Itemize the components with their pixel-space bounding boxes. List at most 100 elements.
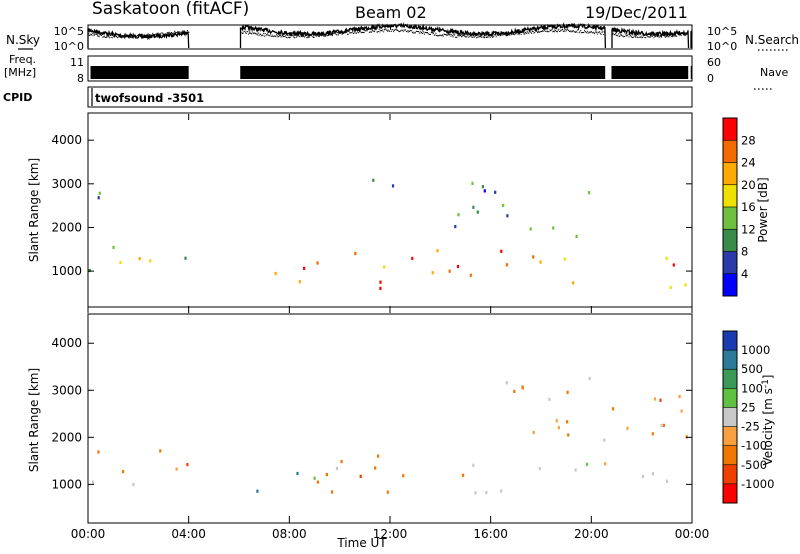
velocity-cell <box>132 483 135 487</box>
power-colorbar-swatch-7 <box>723 273 737 297</box>
frequency-segment-2 <box>611 66 689 79</box>
power-cell <box>431 271 434 275</box>
velocity-cell <box>296 471 299 476</box>
velocity-cell <box>557 426 560 430</box>
station-title: Saskatoon (fitACF) <box>92 0 249 19</box>
power-colorbar: 28 24 20 16 12 8 4 <box>722 117 756 297</box>
power-cell <box>138 257 141 261</box>
power-ytick-label-4000: 4000 <box>51 133 82 147</box>
power-cell <box>588 191 591 195</box>
velocity-cell <box>386 490 389 494</box>
velocity-cell <box>604 462 607 466</box>
frequency-segment-3 <box>690 66 692 79</box>
power-cell <box>552 226 555 230</box>
velocity-cell <box>555 419 558 423</box>
power-colorbar-swatch-3 <box>723 184 737 208</box>
power-colorbar-label: Power [dB] <box>756 177 770 242</box>
noise-ytick-left-top: 10^5 <box>54 25 84 38</box>
power-cell <box>563 257 566 261</box>
power-colorbar-swatch-5 <box>723 229 737 252</box>
time-axis-label: Time UT <box>336 536 387 550</box>
velocity-colorbar-swatch-1 <box>723 350 737 370</box>
velocity-data <box>91 376 688 495</box>
frequency-segment-0 <box>90 66 189 79</box>
power-cell <box>456 264 460 269</box>
power-cell <box>532 255 535 259</box>
power-cell <box>669 285 672 290</box>
velocity-colorbar-label-0: 1000 <box>741 343 770 357</box>
velocity-cell <box>612 407 615 411</box>
velocity-colorbar-label: Velocity [m s-1] <box>761 375 775 466</box>
power-cell <box>672 263 675 267</box>
velocity-cell <box>585 462 589 466</box>
power-cell <box>379 286 382 290</box>
velocity-colorbar-swatch-3 <box>723 388 737 408</box>
velocity-cell <box>359 474 362 478</box>
power-cell <box>448 269 451 273</box>
velocity-cell <box>680 409 683 413</box>
velocity-colorbar-swatch-8 <box>723 483 737 504</box>
velocity-cell <box>532 430 535 434</box>
velocity-colorbar-swatch-5 <box>723 426 737 447</box>
velocity-cell <box>548 397 551 401</box>
power-cell <box>494 190 497 194</box>
power-cell <box>665 256 668 260</box>
xtick-label-3: 12:00 <box>373 527 408 541</box>
velocity-cell <box>472 463 475 467</box>
frequency-segment-1 <box>240 66 606 79</box>
power-cell <box>436 249 439 253</box>
time-axis-ticks: 00:00 04:00 08:00 12:00 16:00 20:00 00:00 <box>71 114 709 541</box>
nsearch-label: N.Search <box>745 33 799 47</box>
velocity-cell <box>651 432 654 436</box>
nave-ytick-right-bottom: 0 <box>707 72 714 85</box>
power-colorbar-label-4: 12 <box>741 222 756 236</box>
power-colorbar-label-3: 16 <box>741 200 756 214</box>
velocity-colorbar-label-5: -100 <box>741 439 767 453</box>
velocity-cell <box>335 466 339 470</box>
power-cell <box>454 225 457 229</box>
velocity-cell <box>91 480 95 484</box>
date-label: 19/Dec/2011 <box>585 3 688 22</box>
power-cell <box>411 256 414 260</box>
velocity-cell <box>538 466 541 471</box>
velocity-cell <box>662 423 666 427</box>
power-cell <box>529 227 532 231</box>
velocity-cell <box>256 489 259 493</box>
power-cell <box>274 271 277 276</box>
power-cell <box>383 265 386 269</box>
power-ytick-label-3000: 3000 <box>51 177 82 191</box>
frequency-panel: 11 8 60 0 <box>70 55 721 85</box>
velocity-ytick-label-1000: 1000 <box>51 477 82 491</box>
velocity-colorbar-swatch-0 <box>723 331 737 351</box>
power-colorbar-label-6: 4 <box>741 267 748 281</box>
power-colorbar-swatch-2 <box>723 162 737 186</box>
power-cell <box>457 213 460 217</box>
velocity-cell <box>641 474 644 478</box>
power-cell <box>505 263 508 267</box>
noise-ytick-right-bottom: 10^0 <box>707 40 737 53</box>
freq-ytick-left-bottom: 8 <box>77 72 84 85</box>
velocity-cell <box>574 468 577 472</box>
xtick-label-2: 08:00 <box>272 527 307 541</box>
velocity-panel-frame <box>87 313 693 524</box>
velocity-cell <box>462 473 465 477</box>
power-cell <box>97 196 100 200</box>
power-data <box>88 178 687 290</box>
power-cell <box>575 234 578 238</box>
velocity-colorbar-label-3: 25 <box>741 400 756 414</box>
velocity-colorbar-label-4: -25 <box>741 420 760 434</box>
velocity-cell <box>513 389 516 393</box>
velocity-cell <box>588 376 591 380</box>
frequency-trace <box>90 66 692 79</box>
power-cell <box>88 268 91 273</box>
power-cell <box>506 214 509 218</box>
beam-label: Beam 02 <box>355 3 427 22</box>
power-cell <box>184 256 187 260</box>
velocity-ytick-label-4000: 4000 <box>51 336 82 350</box>
power-cell <box>379 280 382 284</box>
power-ylabel: Slant Range [km] <box>27 158 41 262</box>
velocity-panel: 1000 2000 3000 4000 Slant Range [km] 1000 50… <box>27 114 775 550</box>
freq-label-line2: [MHz] <box>4 66 36 79</box>
